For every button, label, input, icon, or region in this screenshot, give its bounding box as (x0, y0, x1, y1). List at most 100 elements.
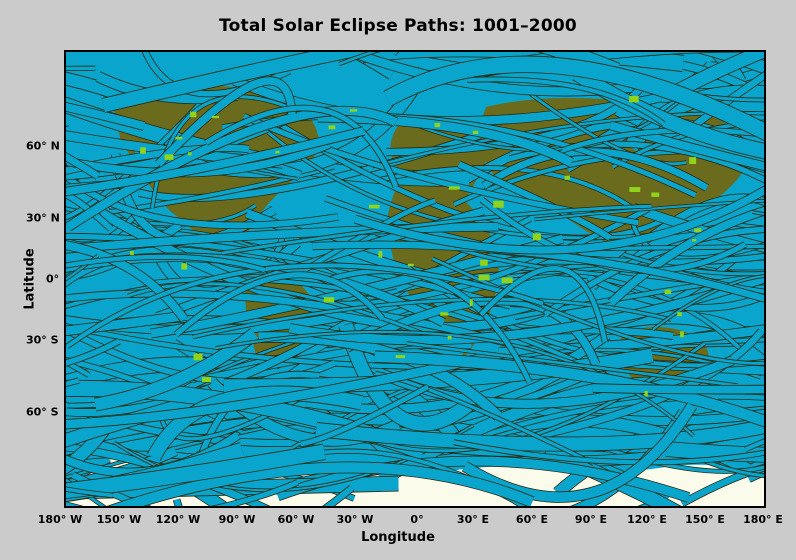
eclipse-path-band (101, 52, 377, 113)
x-tick-120e: 120° E (627, 513, 667, 526)
land-highlight-patch (651, 192, 660, 197)
eclipse-path-band (680, 464, 764, 506)
eclipse-path-band (300, 384, 430, 447)
eclipse-path-band (66, 72, 134, 105)
x-axis-title: Longitude (361, 530, 435, 545)
eclipse-path-band (587, 274, 764, 311)
land-highlight-patch (140, 147, 146, 154)
eclipse-path-band (312, 241, 764, 302)
land-highlight-patch (378, 251, 383, 258)
eclipse-paths (66, 52, 764, 506)
eclipse-path-band (66, 106, 398, 231)
eclipse-path-band (66, 354, 479, 429)
land-highlight-patch (478, 274, 490, 281)
y-tick-0: 0° (46, 272, 60, 286)
land-highlight-patch (480, 259, 488, 266)
eclipse-path-band (317, 112, 574, 167)
eclipse-path-band (514, 273, 764, 320)
eclipse-path-band (66, 254, 266, 273)
land-highlight-patch (349, 109, 358, 112)
land-highlight-patch (694, 228, 702, 232)
land-highlight-patch (448, 186, 460, 190)
eclipse-path-band (329, 268, 532, 384)
land-highlight-patch (407, 263, 414, 267)
eclipse-path-band (608, 206, 764, 306)
world-map-plot (64, 50, 766, 508)
eclipse-path-band (215, 330, 695, 437)
land-highlight-patch (469, 299, 473, 306)
land-highlight-patch (689, 157, 697, 164)
land-highlight-patch (447, 335, 452, 340)
eclipse-path-band (339, 322, 487, 431)
x-tick-30w: 30° W (336, 513, 374, 526)
eclipse-path-band (479, 266, 608, 343)
eclipse-path-band (380, 165, 634, 210)
eclipse-path-band (66, 131, 284, 168)
y-axis-title: Latitude (22, 248, 38, 310)
eclipse-path-band (665, 441, 764, 462)
land-highlight-patch (664, 289, 672, 294)
eclipse-path-band (543, 226, 764, 317)
x-tick-150w: 150° W (96, 513, 142, 526)
eclipse-path-band (592, 384, 764, 394)
eclipse-path-band (66, 191, 113, 231)
eclipse-path-band (66, 338, 121, 366)
x-tick-0: 0° (410, 513, 424, 526)
eclipse-path-band (66, 311, 188, 336)
land-highlight-patch (181, 263, 188, 270)
eclipse-path-band (66, 241, 188, 322)
eclipse-path-band (221, 204, 652, 255)
eclipse-path-band (288, 273, 764, 345)
eclipse-path-band (66, 172, 339, 229)
land-highlight-patch (202, 377, 211, 383)
x-tick-90w: 90° W (218, 513, 256, 526)
eclipse-path-band (66, 127, 365, 196)
eclipse-path-band (467, 77, 666, 126)
land-highlight-patch (677, 312, 682, 317)
eclipse-path-band (204, 105, 399, 188)
land-highlight-patch (629, 95, 639, 103)
land-highlight-patch (629, 187, 641, 192)
eclipse-path-band (66, 102, 146, 130)
land-highlight-patch (130, 251, 134, 256)
land-highlight-patch (193, 353, 203, 361)
eclipse-path-band (214, 480, 299, 506)
x-tick-180e: 180° E (743, 513, 783, 526)
eclipse-path-band (66, 437, 231, 506)
x-tick-60w: 60° W (277, 513, 315, 526)
land-highlight-patch (440, 312, 449, 316)
eclipse-path-band (109, 462, 535, 506)
land-highlight-patch (644, 390, 648, 397)
y-tick-60n: 60° N (26, 139, 60, 153)
land-highlight-patch (564, 175, 570, 180)
land-highlight-patch (275, 150, 280, 154)
land-highlights (130, 95, 702, 397)
eclipse-path-band (360, 52, 685, 72)
chart-title: Total Solar Eclipse Paths: 1001–2000 (219, 16, 577, 36)
eclipse-path-band (668, 52, 764, 100)
land-highlight-patch (164, 154, 174, 160)
land-highlight-patch (188, 152, 192, 156)
eclipse-path-band (192, 297, 672, 339)
eclipse-path-band (155, 77, 296, 167)
eclipse-path-band (383, 56, 764, 141)
eclipse-path-band (406, 341, 738, 387)
eclipse-path-band (374, 351, 764, 427)
y-tick-30n: 30° N (26, 211, 60, 225)
eclipse-path-band (652, 275, 764, 331)
eclipse-path-band (315, 419, 764, 451)
x-tick-60e: 60° E (515, 513, 549, 526)
land-highlight-patch (190, 111, 197, 118)
eclipse-path-band (554, 244, 764, 251)
eclipse-path-band (391, 52, 620, 79)
eclipse-path-band (66, 418, 115, 474)
land-highlight-patch (692, 239, 697, 242)
x-tick-150e: 150° E (685, 513, 725, 526)
x-tick-120w: 120° W (155, 513, 201, 526)
eclipse-path-band (66, 263, 544, 349)
y-tick-60s: 60° S (26, 405, 59, 419)
land-highlight-patch (501, 277, 513, 284)
land-highlight-patch (323, 297, 335, 303)
eclipse-paths-map (66, 52, 764, 506)
eclipse-path-band (174, 272, 385, 337)
